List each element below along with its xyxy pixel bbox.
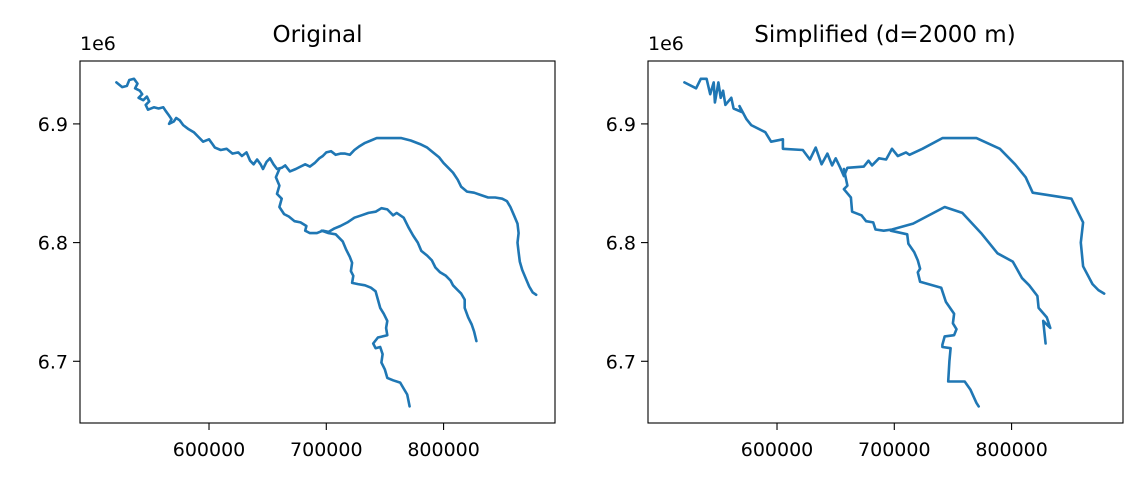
panel-simplified-x-ticks: 600000 700000 800000 [741,423,1048,461]
panel-simplified: Simplified (d=2000 m) 1e6 600000 700000 80… [606,22,1124,461]
panel-original-river-line-2 [274,167,478,343]
panel-simplified-x-tick-label: 800000 [975,439,1048,461]
panel-simplified-river-line-3 [889,229,980,408]
panel-original-river-line-3 [320,229,411,408]
panel-original-y-tick-label: 6.9 [38,114,68,136]
panel-original-title: Original [272,22,362,48]
panel-original-y-offset-label: 1e6 [80,33,116,55]
panel-original-river-line-1 [115,77,538,297]
panel-simplified-y-tick-label: 6.8 [606,233,636,255]
panel-simplified-y-tick-label: 6.7 [606,351,636,373]
panel-original-x-tick-label: 600000 [173,439,246,461]
panel-simplified-title: Simplified (d=2000 m) [754,22,1015,48]
panel-original-y-ticks: 6.7 6.8 6.9 [38,114,80,373]
panel-original-y-tick-label: 6.8 [38,233,68,255]
panel-simplified-river-line-2 [842,167,1052,345]
panel-simplified-x-tick-label: 600000 [741,439,814,461]
panel-original-axes-frame [79,60,556,424]
panel-simplified-y-ticks: 6.7 6.8 6.9 [606,114,648,373]
panel-simplified-y-offset-label: 1e6 [648,33,684,55]
panel-original-x-ticks: 600000 700000 800000 [173,423,480,461]
panel-simplified-plot [683,77,1106,408]
panel-original-y-tick-label: 6.7 [38,351,68,373]
panel-original-x-tick-label: 800000 [407,439,480,461]
panel-simplified-x-tick-label: 700000 [858,439,931,461]
panel-simplified-y-tick-label: 6.9 [606,114,636,136]
panel-original-plot [115,77,538,408]
panel-simplified-axes-frame [647,60,1124,424]
panel-simplified-river-line-1 [683,77,1106,295]
panel-original: Original 1e6 600000 700000 800000 6.76.86.… [38,22,556,461]
panel-original-x-tick-label: 700000 [290,439,363,461]
